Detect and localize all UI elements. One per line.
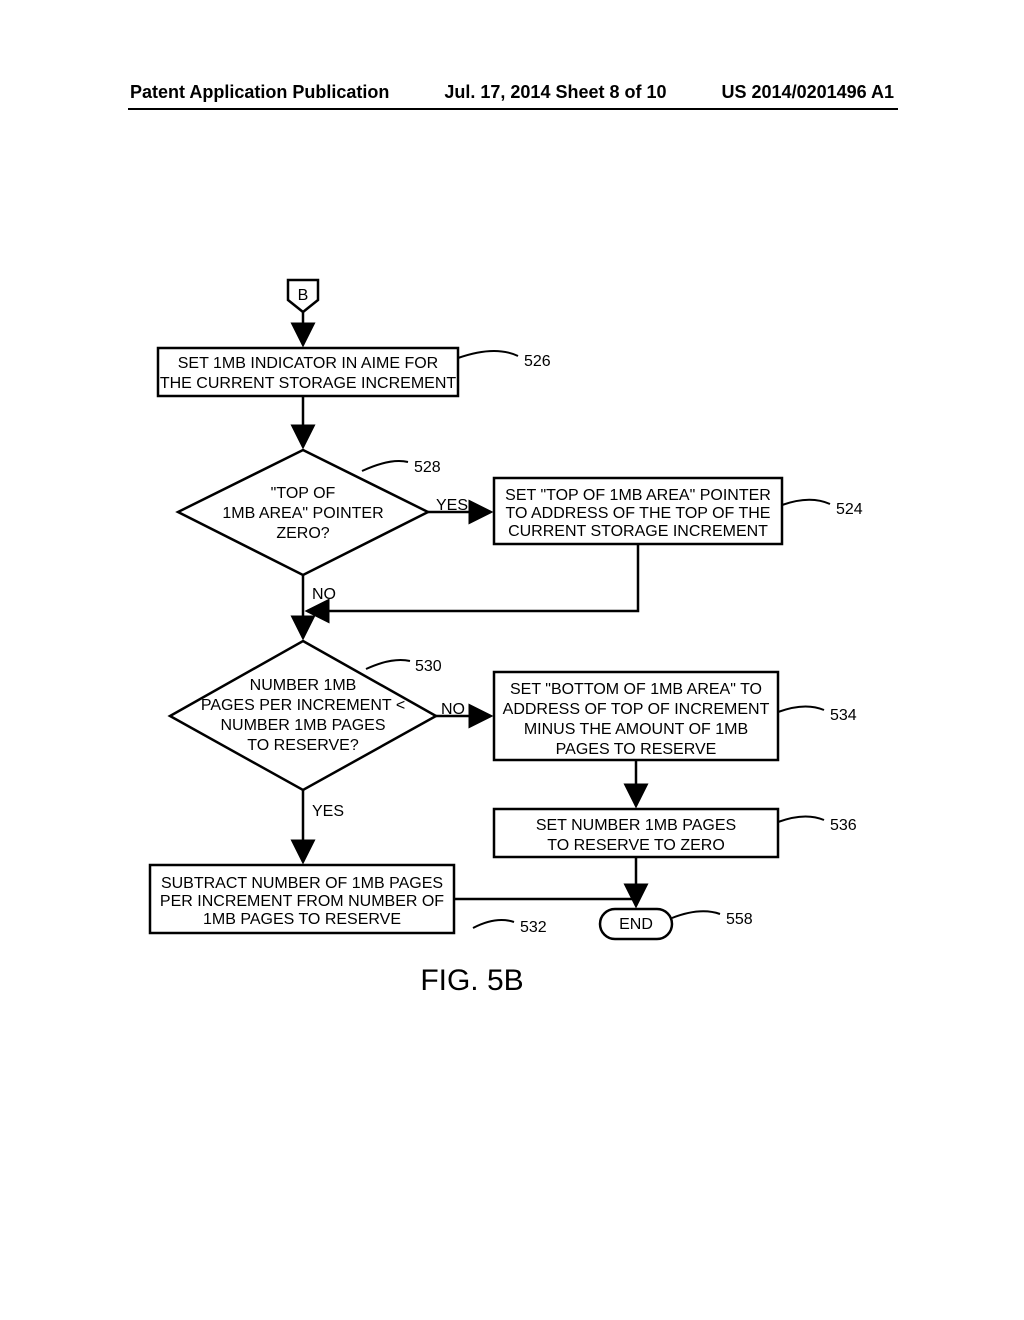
svg-text:NUMBER 1MB: NUMBER 1MB	[250, 677, 357, 694]
ref-530: 530	[415, 658, 442, 675]
box-524: SET "TOP OF 1MB AREA" POINTER TO ADDRESS…	[494, 478, 782, 544]
arrow	[307, 544, 638, 611]
svg-text:END: END	[619, 916, 653, 933]
box-534: SET "BOTTOM OF 1MB AREA" TO ADDRESS OF T…	[494, 672, 778, 760]
svg-text:"TOP OF: "TOP OF	[271, 485, 336, 502]
leader-534	[778, 706, 824, 712]
no-530: NO	[441, 701, 465, 718]
ref-536: 536	[830, 817, 857, 834]
svg-text:ZERO?: ZERO?	[276, 525, 329, 542]
svg-text:TO ADDRESS OF THE TOP OF THE: TO ADDRESS OF THE TOP OF THE	[506, 505, 771, 522]
svg-text:1MB PAGES TO RESERVE: 1MB PAGES TO RESERVE	[203, 911, 401, 928]
leader-528	[362, 461, 408, 471]
diamond-528: "TOP OF 1MB AREA" POINTER ZERO?	[178, 450, 428, 575]
connector-b: B	[288, 280, 318, 312]
ref-558: 558	[726, 911, 753, 928]
svg-text:NUMBER 1MB PAGES: NUMBER 1MB PAGES	[220, 717, 385, 734]
leader-558	[672, 911, 720, 918]
yes-530: YES	[312, 803, 344, 820]
svg-text:SET "BOTTOM OF 1MB AREA" TO: SET "BOTTOM OF 1MB AREA" TO	[510, 681, 762, 698]
svg-text:SET NUMBER 1MB PAGES: SET NUMBER 1MB PAGES	[536, 817, 736, 834]
ref-526: 526	[524, 353, 551, 370]
box-526: SET 1MB INDICATOR IN AIME FOR THE CURREN…	[158, 348, 458, 396]
svg-text:TO RESERVE?: TO RESERVE?	[247, 737, 359, 754]
end-terminal: END	[600, 909, 672, 939]
flowchart: B SET 1MB INDICATOR IN AIME FOR THE CURR…	[0, 0, 1024, 1320]
page: Patent Application Publication Jul. 17, …	[0, 0, 1024, 1320]
yes-528: YES	[436, 497, 468, 514]
svg-text:PER INCREMENT FROM NUMBER OF: PER INCREMENT FROM NUMBER OF	[160, 893, 444, 910]
connector-label: B	[298, 287, 309, 304]
svg-text:PAGES TO RESERVE: PAGES TO RESERVE	[556, 741, 717, 758]
leader-524	[782, 500, 830, 505]
svg-text:SET 1MB INDICATOR IN AIME FOR: SET 1MB INDICATOR IN AIME FOR	[178, 355, 438, 372]
box-532: SUBTRACT NUMBER OF 1MB PAGES PER INCREME…	[150, 865, 454, 933]
svg-text:SET "TOP OF 1MB AREA" POINTER: SET "TOP OF 1MB AREA" POINTER	[505, 487, 771, 504]
figure-title: FIG. 5B	[420, 964, 523, 997]
svg-text:1MB AREA" POINTER: 1MB AREA" POINTER	[222, 505, 383, 522]
leader-532	[473, 920, 514, 928]
diamond-530: NUMBER 1MB PAGES PER INCREMENT < NUMBER …	[170, 641, 436, 790]
ref-534: 534	[830, 707, 857, 724]
ref-528: 528	[414, 459, 441, 476]
leader-526	[458, 351, 518, 358]
svg-text:PAGES PER INCREMENT <: PAGES PER INCREMENT <	[201, 697, 405, 714]
svg-text:ADDRESS OF TOP OF INCREMENT: ADDRESS OF TOP OF INCREMENT	[503, 701, 770, 718]
ref-524: 524	[836, 501, 863, 518]
no-528: NO	[312, 586, 336, 603]
svg-text:TO RESERVE TO ZERO: TO RESERVE TO ZERO	[547, 837, 725, 854]
svg-text:SUBTRACT NUMBER OF 1MB PAGES: SUBTRACT NUMBER OF 1MB PAGES	[161, 875, 443, 892]
svg-text:MINUS THE AMOUNT OF 1MB: MINUS THE AMOUNT OF 1MB	[524, 721, 748, 738]
svg-text:CURRENT STORAGE INCREMENT: CURRENT STORAGE INCREMENT	[508, 523, 768, 540]
leader-530	[366, 660, 410, 669]
box-536: SET NUMBER 1MB PAGES TO RESERVE TO ZERO	[494, 809, 778, 857]
svg-text:THE CURRENT STORAGE INCREMENT: THE CURRENT STORAGE INCREMENT	[160, 375, 457, 392]
ref-532: 532	[520, 919, 547, 936]
leader-536	[778, 816, 824, 822]
